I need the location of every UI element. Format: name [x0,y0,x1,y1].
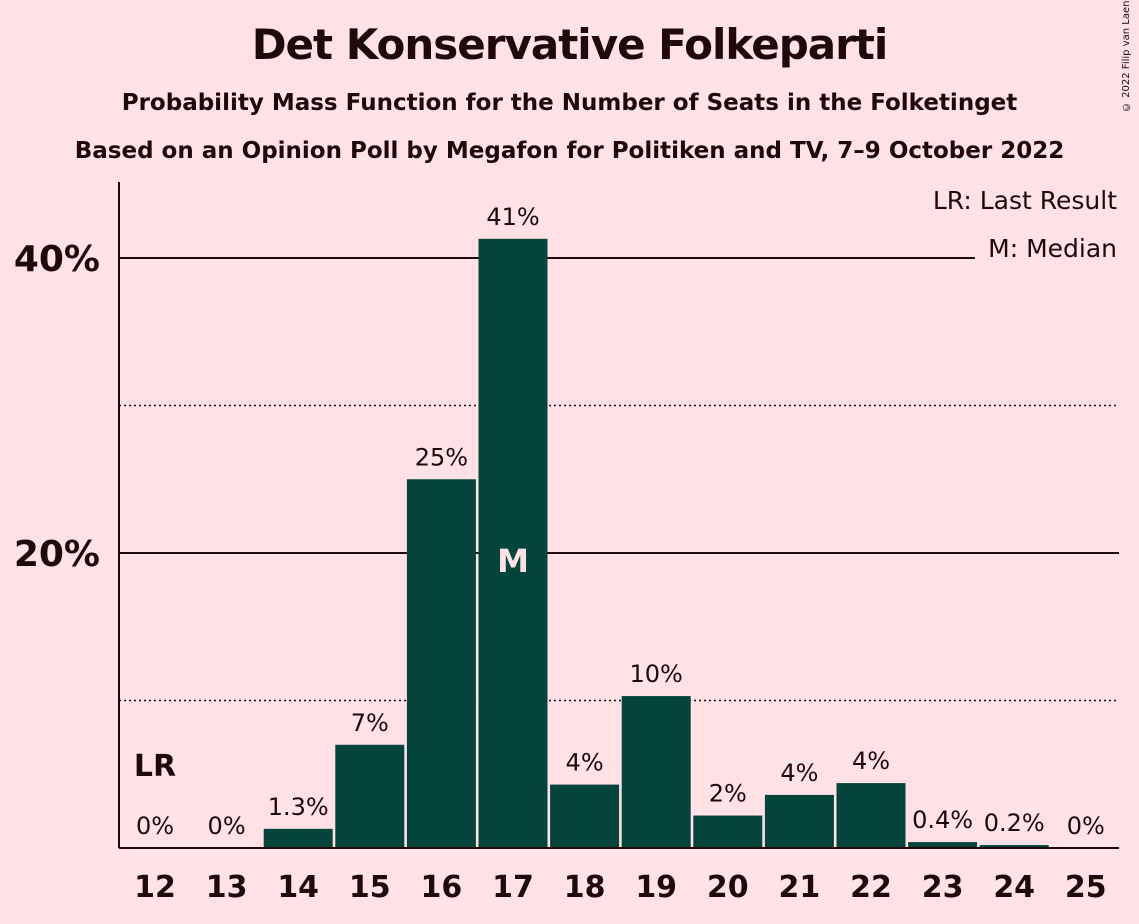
x-tick-label: 15 [349,870,391,905]
data-labels: 0% LR 0% 1.3% 7% 25% 41% M 4% 10% 2% 4% 4% 0.4% 0.2% 0% [134,203,1105,840]
data-label-seats-24: 0.2% [984,809,1045,837]
gridlines [119,257,1119,702]
x-tick-label: 19 [635,870,677,905]
x-tick-label: 18 [564,870,606,905]
chart-subtitle: Probability Mass Function for the Number… [121,90,1018,116]
y-tick-label: 40% [14,239,100,280]
x-tick-label: 17 [492,870,534,905]
bar-seats-14 [263,828,333,848]
last-result-marker: LR [134,749,176,784]
data-label-seats-21: 4% [780,759,818,787]
x-tick-label: 21 [779,870,821,905]
legend-last-result: LR: Last Result [933,186,1117,215]
bar-seats-15 [335,744,405,848]
data-label-seats-12: 0% [136,812,174,840]
bar-seats-20 [693,815,763,848]
x-tick-label: 24 [993,870,1035,905]
axes [118,182,1119,849]
chart-source-subtitle: Based on an Opinion Poll by Megafon for … [74,138,1065,164]
data-label-seats-20: 2% [709,780,747,808]
data-label-seats-22: 4% [852,747,890,775]
data-label-seats-25: 0% [1067,812,1105,840]
y-tick-label: 20% [14,534,100,575]
data-label-seats-17: 41% [486,203,539,231]
bar-seats-22 [836,783,906,848]
data-label-seats-23: 0.4% [912,806,973,834]
tick-labels: 12 13 14 15 16 17 18 19 20 21 22 23 24 25 20% 40% [14,239,1107,905]
data-label-seats-15: 7% [351,709,389,737]
x-tick-label: 16 [421,870,463,905]
bars [263,238,1049,848]
bar-seats-24 [979,845,1049,848]
x-tick-label: 20 [707,870,749,905]
median-marker: M [497,542,529,580]
bar-seats-17 [478,238,548,848]
x-tick-label: 13 [206,870,248,905]
data-label-seats-19: 10% [630,660,683,688]
x-tick-label: 23 [922,870,964,905]
legend-median: M: Median [988,234,1117,263]
legend-bg-lr [930,184,1119,219]
bar-seats-16 [406,479,476,848]
x-tick-label: 25 [1065,870,1107,905]
chart-title: Det Konservative Folkeparti [251,20,889,69]
bar-seats-21 [764,794,834,848]
x-tick-label: 22 [850,870,892,905]
data-label-seats-13: 0% [208,812,246,840]
bar-seats-19 [621,696,691,848]
data-label-seats-16: 25% [415,443,468,471]
data-label-seats-18: 4% [566,749,604,777]
x-tick-label: 12 [134,870,176,905]
bar-seats-23 [908,842,978,848]
x-tick-label: 14 [277,870,319,905]
bar-seats-18 [550,784,620,848]
legend: LR: Last Result M: Median [930,184,1119,267]
legend-bg-median [975,232,1119,267]
data-label-seats-14: 1.3% [268,793,329,821]
